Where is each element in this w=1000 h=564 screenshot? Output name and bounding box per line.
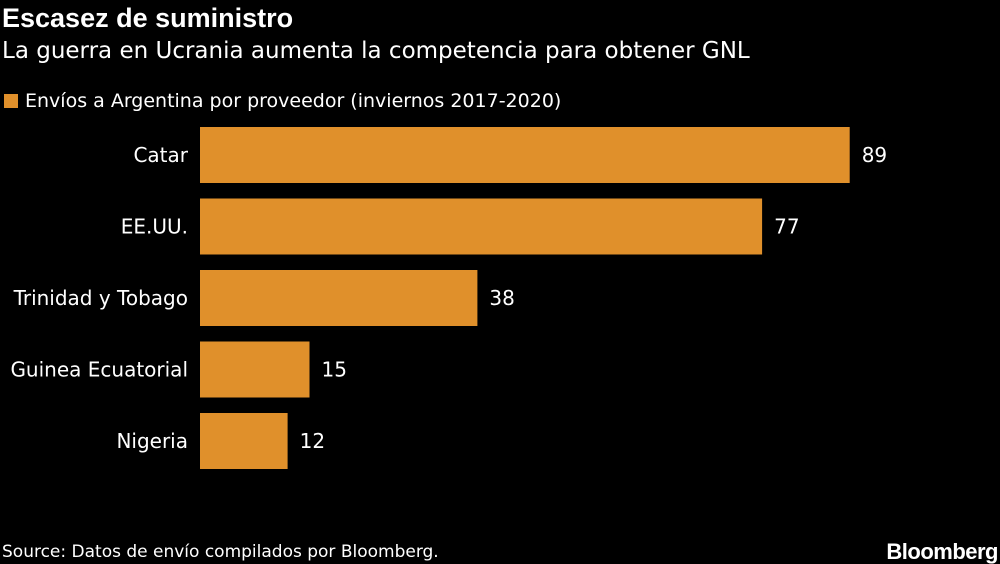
bloomberg-logo: Bloomberg — [886, 539, 998, 564]
value-label: 89 — [862, 143, 887, 167]
legend-swatch — [4, 94, 18, 108]
bar — [200, 341, 310, 398]
category-label: EE.UU. — [121, 215, 188, 239]
value-label: 77 — [774, 215, 799, 239]
category-label: Guinea Ecuatorial — [10, 358, 188, 382]
legend: Envíos a Argentina por proveedor (invier… — [4, 88, 561, 114]
bar — [200, 413, 288, 469]
value-label: 15 — [322, 358, 347, 382]
legend-label: Envíos a Argentina por proveedor (invier… — [25, 90, 562, 112]
value-label: 38 — [489, 286, 514, 310]
category-label: Catar — [133, 143, 188, 167]
category-label: Nigeria — [116, 429, 188, 453]
category-label: Trinidad y Tobago — [13, 286, 188, 310]
bar — [200, 270, 478, 326]
chart-subtitle: La guerra en Ucrania aumenta la competen… — [2, 38, 750, 64]
value-label: 12 — [300, 429, 325, 453]
source-note: Source: Datos de envío compilados por Bl… — [2, 542, 439, 562]
bar — [200, 127, 850, 183]
chart-title: Escasez de suministro — [2, 3, 294, 33]
bar — [200, 198, 763, 255]
